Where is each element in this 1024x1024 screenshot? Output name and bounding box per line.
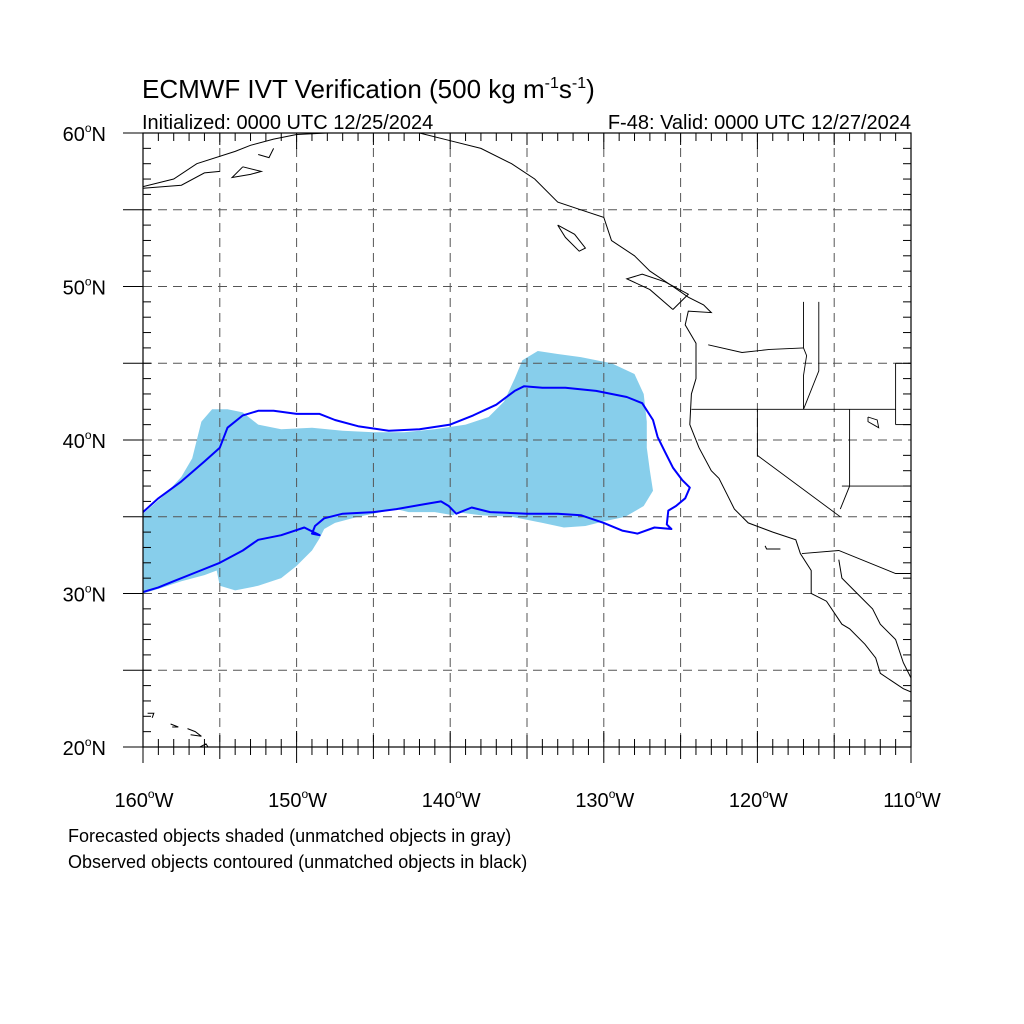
coastline — [143, 170, 220, 189]
state-boundary — [803, 301, 808, 410]
state-boundary — [708, 344, 804, 353]
lat-tick-label: 60oN — [63, 121, 106, 146]
lon-tick-label: 120oW — [729, 787, 788, 812]
coastline — [170, 723, 179, 728]
axis-tick-labels: 60oN 50oN 40oN 30oN 20oN 160oW 150oW 140oW 130oW… — [63, 121, 941, 812]
observed-ivt-contour — [143, 385, 691, 593]
lon-tick-label: 150oW — [268, 787, 327, 812]
lon-tick-label: 110oW — [883, 787, 941, 812]
caption-forecast-objects: Forecasted objects shaded (unmatched obj… — [68, 826, 512, 846]
coastline — [557, 224, 587, 252]
lat-tick-label: 20oN — [63, 735, 106, 760]
state-boundary — [801, 550, 911, 574]
lake-outline — [867, 416, 880, 429]
coastline — [258, 148, 275, 159]
coastline — [230, 166, 264, 179]
lon-tick-label: 160oW — [115, 787, 174, 812]
coastline — [625, 273, 690, 310]
caption-observed-objects: Observed objects contoured (unmatched ob… — [68, 852, 528, 872]
forecast-ivt-object — [143, 351, 653, 594]
coastline — [147, 712, 155, 718]
coastline — [187, 728, 202, 737]
init-time-label: Initialized: 0000 UTC 12/25/2024 — [142, 112, 433, 134]
lat-tick-label: 40oN — [63, 428, 106, 453]
coastline — [198, 743, 209, 747]
state-boundary — [839, 409, 851, 510]
valid-time-label: F-48: Valid: 0000 UTC 12/27/2024 — [608, 112, 911, 134]
observed-objects-layer — [143, 385, 691, 593]
coastlines-layer — [143, 133, 911, 747]
lon-tick-label: 140oW — [422, 787, 481, 812]
coastline — [143, 133, 911, 693]
lon-tick-label: 130oW — [575, 787, 634, 812]
state-boundary — [803, 301, 820, 410]
lat-tick-label: 50oN — [63, 275, 106, 300]
lat-tick-label: 30oN — [63, 582, 106, 607]
forecast-objects-layer — [143, 351, 653, 594]
coastline — [838, 559, 911, 679]
chart-title: ECMWF IVT Verification (500 kg m-1s-1) — [142, 74, 595, 104]
state-boundary — [756, 409, 841, 518]
axis-ticks — [123, 132, 912, 763]
coastline — [764, 545, 781, 550]
